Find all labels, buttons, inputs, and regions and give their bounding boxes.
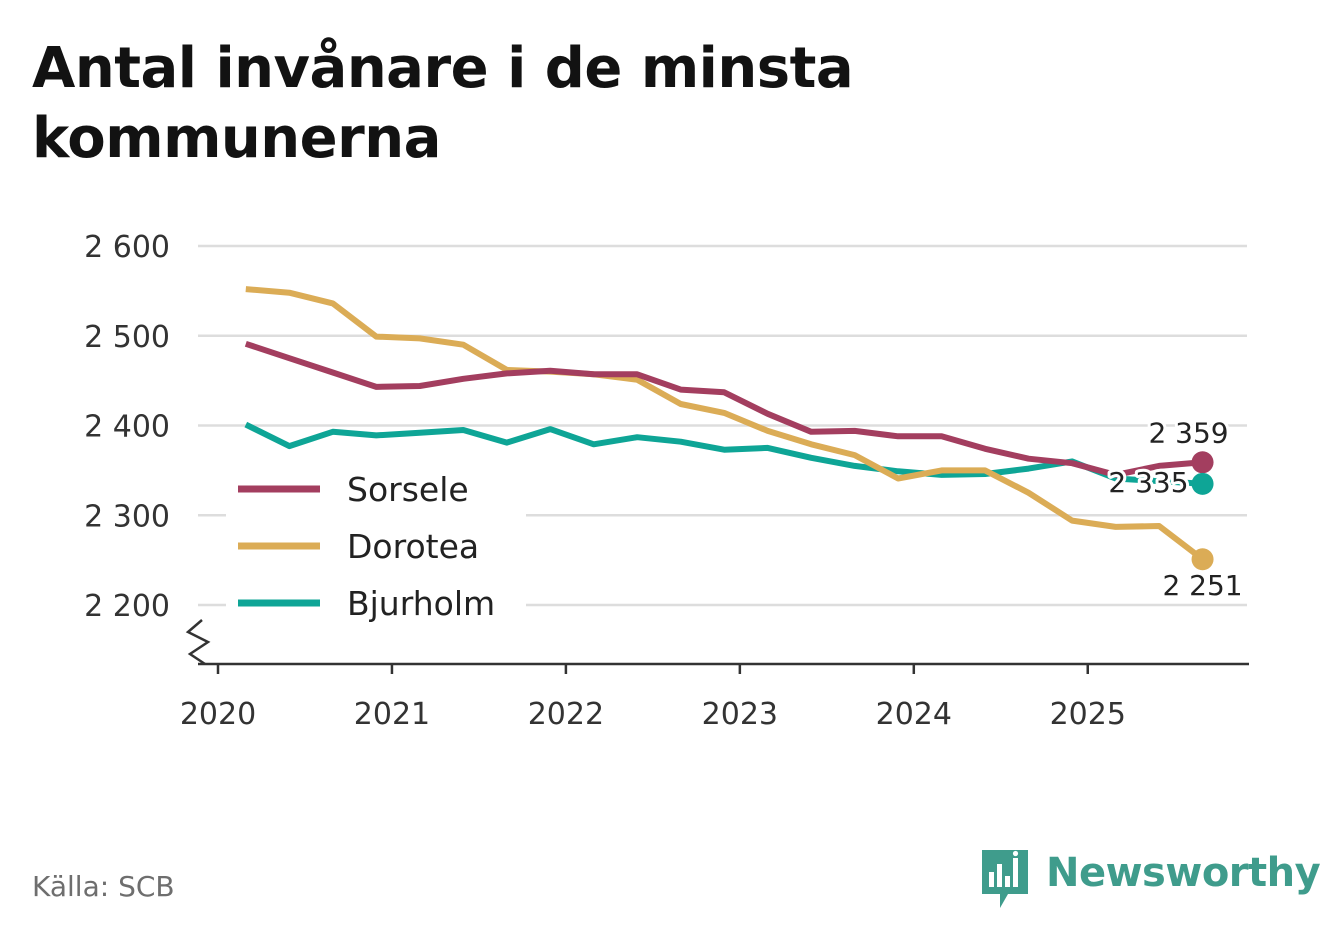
end-label-bjurholm: 2 335: [1108, 466, 1188, 499]
newsworthy-logo: Newsworthy: [980, 848, 1321, 912]
legend: Sorsele Dorotea Bjurholm: [226, 462, 526, 632]
x-tick-label: 2021: [354, 697, 430, 732]
legend-label-dorotea: Dorotea: [347, 527, 479, 566]
series-line-bjurholm: [244, 421, 1203, 487]
series-line-dorotea: [245, 286, 1205, 562]
legend-label-bjurholm: Bjurholm: [347, 584, 495, 623]
series-lines: [244, 286, 1214, 571]
y-tick-label: 2 300: [84, 499, 170, 534]
x-tick-label: 2024: [876, 697, 952, 732]
axis-break-icon: [185, 619, 211, 666]
source-note: Källa: SCB: [32, 870, 175, 903]
chart-title: Antal invånare i de minsta kommunerna: [32, 36, 854, 171]
y-tick-label: 2 200: [84, 589, 170, 624]
end-marker-bjurholm: [1191, 472, 1214, 495]
y-tick-label: 2 600: [84, 230, 170, 265]
end-label-dorotea: 2 251: [1162, 569, 1242, 602]
x-tick-label: 2020: [180, 697, 256, 732]
x-axis: 2020 2021 2022 2023 2024 2025: [180, 619, 1249, 732]
end-marker-sorsele: [1191, 451, 1214, 474]
y-tick-label: 2 500: [84, 320, 170, 355]
bar-chart-speech-icon: [982, 850, 1028, 908]
end-marker-dorotea: [1191, 548, 1214, 571]
y-axis-ticks: 2 600 2 500 2 400 2 300 2 200: [84, 230, 170, 624]
x-tick-label: 2023: [702, 697, 778, 732]
end-labels: 2 359 2 251 2 335: [1105, 413, 1245, 605]
y-tick-label: 2 400: [84, 410, 170, 445]
x-tick-label: 2025: [1050, 697, 1126, 732]
legend-label-sorsele: Sorsele: [347, 470, 469, 509]
brand-name: Newsworthy: [1046, 850, 1321, 896]
end-label-sorsele: 2 359: [1148, 416, 1228, 449]
series-line-sorsele: [244, 340, 1203, 478]
x-tick-label: 2022: [528, 697, 604, 732]
